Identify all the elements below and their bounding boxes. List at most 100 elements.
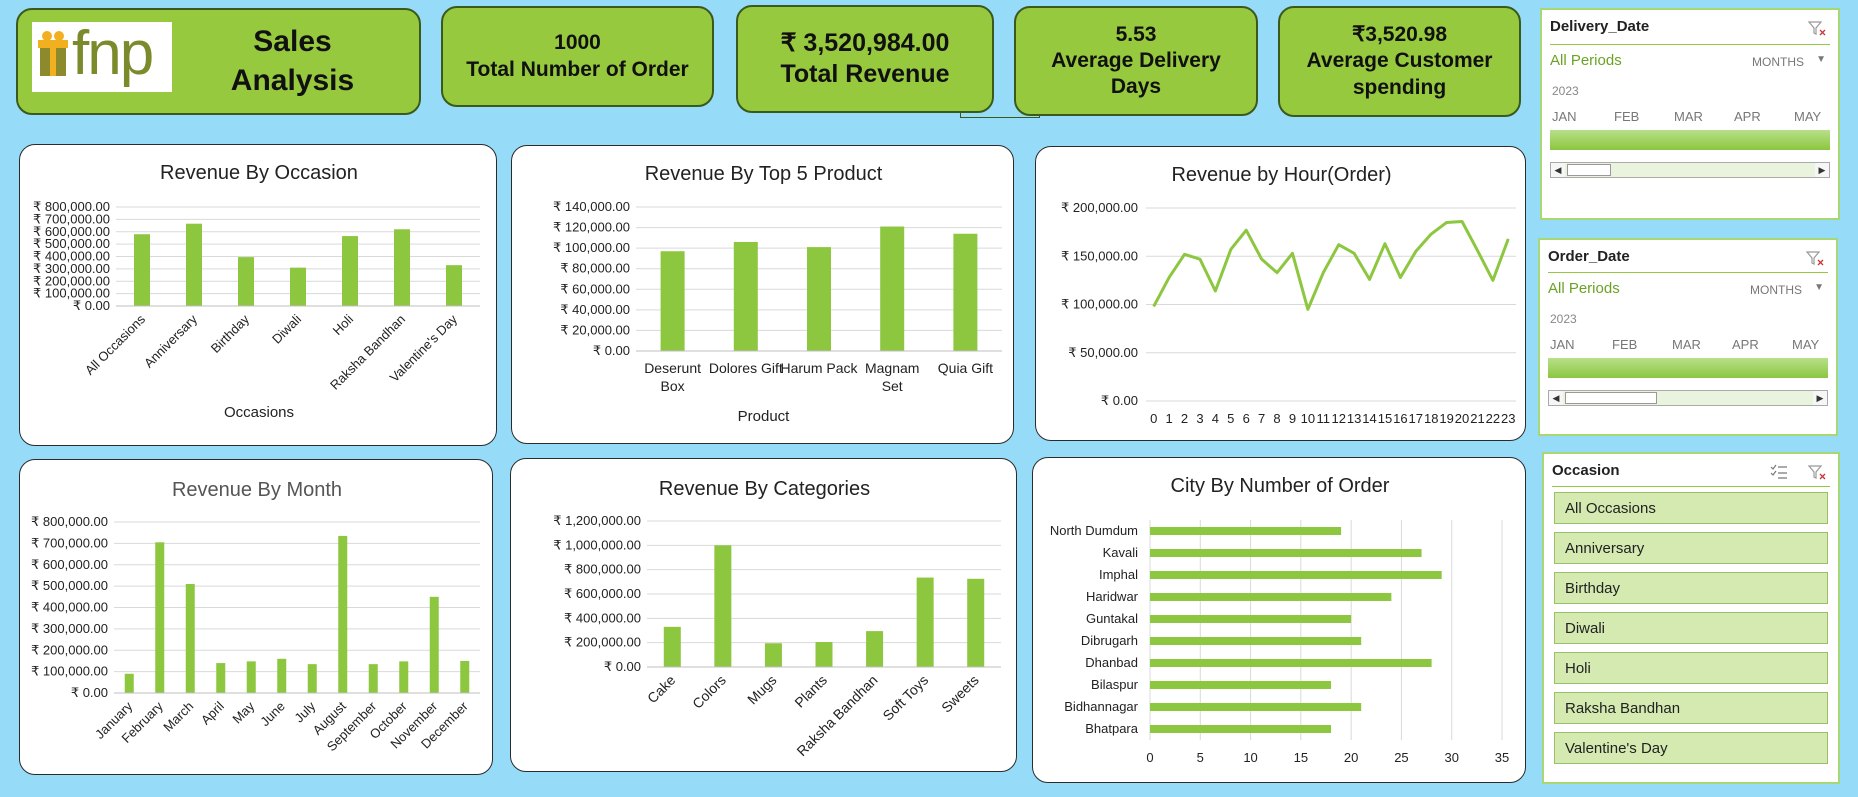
kpi-revenue-value: ₹ 3,520,984.00 — [780, 28, 950, 57]
slicer-order-month-apr[interactable]: APR — [1732, 337, 1759, 352]
chart-title: Revenue By Month — [172, 479, 342, 501]
bar-bilaspur — [1150, 681, 1332, 689]
slicer-order-divider — [1548, 272, 1828, 273]
occasion-item-holi[interactable]: Holi — [1554, 652, 1828, 684]
x-tick-label: 5 — [1227, 411, 1234, 426]
y-tick-label: ₹ 800,000.00 — [564, 562, 641, 577]
x-tick-label: 15 — [1294, 750, 1308, 765]
y-tick-label: ₹ 1,200,000.00 — [553, 513, 641, 528]
scroll-right-icon[interactable]: ▶ — [1815, 163, 1829, 177]
occasion-item-birthday[interactable]: Birthday — [1554, 572, 1828, 604]
chart-title: Revenue by Hour(Order) — [1171, 164, 1391, 186]
y-tick-label: ₹ 60,000.00 — [560, 281, 630, 296]
x-tick-label: 35 — [1495, 750, 1509, 765]
clear-filter-icon[interactable] — [1807, 464, 1826, 480]
y-tick-label: ₹ 100,000.00 — [1061, 297, 1138, 312]
slicer-order-timeline-bar[interactable] — [1548, 358, 1828, 378]
clear-filter-icon[interactable] — [1805, 250, 1824, 266]
x-tick-label: March — [160, 699, 196, 735]
x-tick-label: Colors — [689, 672, 729, 712]
chart-title: Revenue By Occasion — [160, 162, 358, 184]
kpi-orders-label: Total Number of Order — [466, 57, 689, 81]
bar-haridwar — [1150, 593, 1392, 601]
kpi-average-spending: ₹3,520.98 Average Customer spending — [1278, 6, 1521, 117]
y-tick-label: Kavali — [1103, 545, 1139, 560]
y-tick-label: ₹ 600,000.00 — [33, 224, 110, 239]
slicer-delivery-date[interactable]: Delivery_Date All Periods MONTHS ▼ 2023 … — [1540, 8, 1840, 220]
slicer-order-month-may[interactable]: MAY — [1792, 337, 1820, 352]
chevron-down-icon[interactable]: ▼ — [1814, 282, 1824, 293]
y-tick-label: ₹ 700,000.00 — [31, 535, 108, 550]
x-tick-label: 16 — [1393, 411, 1407, 426]
x-tick-label: All Occasions — [82, 311, 149, 378]
slicer-order-granularity[interactable]: MONTHS — [1750, 283, 1802, 297]
slicer-delivery-timeline-bar[interactable] — [1550, 130, 1830, 150]
chart-city-by-orders: City By Number of Order 0 5 10 15 20 25 30 35 Nor… — [1050, 475, 1509, 765]
slicer-delivery-month-may[interactable]: MAY — [1794, 109, 1822, 124]
slicer-delivery-scrollbar[interactable]: ◀ ▶ — [1550, 162, 1830, 178]
y-tick-label: Bhatpara — [1085, 721, 1139, 736]
x-tick-label: 18 — [1424, 411, 1438, 426]
x-tick-label: June — [257, 699, 288, 730]
multi-select-icon[interactable] — [1770, 464, 1788, 480]
bar-guntakal — [1150, 615, 1352, 623]
occasion-item-diwali[interactable]: Diwali — [1554, 612, 1828, 644]
slicer-delivery-month-apr[interactable]: APR — [1734, 109, 1761, 124]
scroll-right-icon[interactable]: ▶ — [1813, 391, 1827, 405]
slicer-delivery-month-mar[interactable]: MAR — [1674, 109, 1703, 124]
y-tick-label: ₹ 0.00 — [73, 298, 110, 313]
x-tick-label: 3 — [1196, 411, 1203, 426]
panel-revenue-by-occasion: Revenue By Occasion ₹ 0.00 ₹ 100,000.00 ₹ 2… — [19, 144, 497, 446]
y-tick-label: ₹ 20,000.00 — [560, 322, 630, 337]
y-tick-label: ₹ 200,000.00 — [31, 642, 108, 657]
bar-dhanbad — [1150, 659, 1432, 667]
bar-quia-gift — [953, 233, 978, 351]
y-tick-label: ₹ 0.00 — [593, 343, 630, 358]
slicer-delivery-month-jan[interactable]: JAN — [1552, 109, 1577, 124]
slicer-order-all-periods[interactable]: All Periods — [1548, 280, 1620, 297]
x-axis-label: Product — [738, 408, 791, 425]
slicer-order-scroll-thumb[interactable] — [1565, 392, 1657, 404]
x-tick-label: 21 — [1470, 411, 1484, 426]
fnp-logo: fnp — [32, 19, 172, 92]
kpi-delivery-label1: Average Delivery — [1051, 48, 1221, 72]
slicer-order-scrollbar[interactable]: ◀ ▶ — [1548, 390, 1828, 406]
x-tick-label: Diwali — [269, 311, 304, 346]
y-tick-label: ₹ 0.00 — [71, 685, 108, 700]
y-tick-label: ₹ 40,000.00 — [560, 302, 630, 317]
scroll-left-icon[interactable]: ◀ — [1549, 391, 1563, 405]
slicer-order-month-jan[interactable]: JAN — [1550, 337, 1575, 352]
slicer-order-year: 2023 — [1550, 312, 1577, 326]
y-tick-label: ₹ 1,000,000.00 — [553, 537, 641, 552]
x-tick-label: 7 — [1258, 411, 1265, 426]
slicer-delivery-scroll-thumb[interactable] — [1567, 164, 1611, 176]
slicer-delivery-granularity[interactable]: MONTHS — [1752, 55, 1804, 69]
slicer-order-date[interactable]: Order_Date All Periods MONTHS ▼ 2023 JAN… — [1538, 238, 1838, 436]
bar-cake — [663, 626, 681, 667]
occasion-item-raksha-bandhan[interactable]: Raksha Bandhan — [1554, 692, 1828, 724]
chevron-down-icon[interactable]: ▼ — [1816, 54, 1826, 65]
slicer-order-month-mar[interactable]: MAR — [1672, 337, 1701, 352]
slicer-delivery-divider — [1550, 44, 1830, 45]
logo-text: fnp — [72, 19, 154, 88]
x-tick-label: Harum Pack — [780, 360, 858, 376]
slicer-occasion-title: Occasion — [1552, 462, 1620, 479]
occasion-item-all[interactable]: All Occasions — [1554, 492, 1828, 524]
slicer-order-month-feb[interactable]: FEB — [1612, 337, 1638, 352]
bar-may — [246, 661, 256, 693]
scroll-left-icon[interactable]: ◀ — [1551, 163, 1565, 177]
panel-city-by-orders: City By Number of Order 0 5 10 15 20 25 30 35 Nor… — [1032, 457, 1526, 783]
chart-revenue-by-hour: Revenue by Hour(Order) ₹ 0.00 ₹ 50,000.00 ₹… — [1061, 164, 1516, 426]
slicer-delivery-all-periods[interactable]: All Periods — [1550, 52, 1622, 69]
slicer-occasion[interactable]: Occasion All Occasions Anniversary Birth… — [1542, 452, 1840, 784]
bar-harum-pack — [807, 247, 831, 351]
occasion-item-anniversary[interactable]: Anniversary — [1554, 532, 1828, 564]
bar-soft-toys — [916, 577, 934, 667]
x-tick-label: 13 — [1347, 411, 1361, 426]
clear-filter-icon[interactable] — [1807, 20, 1826, 36]
x-tick-label: 14 — [1362, 411, 1376, 426]
slicer-delivery-month-feb[interactable]: FEB — [1614, 109, 1640, 124]
y-tick-label: ₹ 500,000.00 — [33, 236, 110, 251]
y-tick-label: Haridwar — [1086, 589, 1139, 604]
occasion-item-valentines-day[interactable]: Valentine's Day — [1554, 732, 1828, 764]
